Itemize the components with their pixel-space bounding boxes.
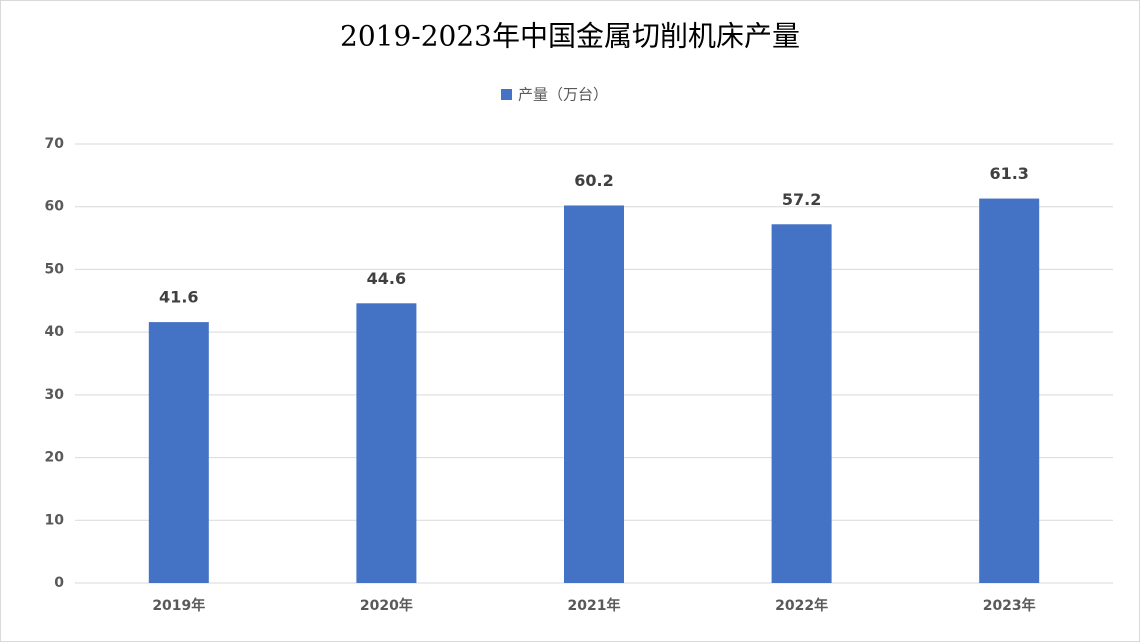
bar — [979, 198, 1040, 583]
bar — [356, 303, 417, 583]
x-tick-label: 2019年 — [152, 597, 205, 614]
x-tick-label: 2020年 — [360, 597, 413, 614]
x-tick-label: 2022年 — [775, 597, 828, 614]
value-label: 60.2 — [574, 171, 613, 190]
bar — [564, 205, 624, 583]
y-tick-label: 60 — [45, 199, 65, 215]
y-tick-label: 20 — [45, 450, 65, 466]
y-tick-label: 70 — [45, 136, 65, 152]
value-label: 57.2 — [782, 190, 821, 209]
y-tick-label: 40 — [45, 324, 65, 340]
y-tick-label: 0 — [54, 575, 64, 591]
y-tick-label: 10 — [45, 512, 65, 528]
x-tick-label: 2021年 — [568, 597, 621, 614]
value-label: 41.6 — [159, 288, 198, 307]
value-label: 44.6 — [367, 269, 406, 288]
chart-title: 2019-2023年中国金属切削机床产量 — [340, 20, 800, 53]
value-label: 61.3 — [989, 164, 1028, 183]
legend-label: 产量（万台） — [518, 86, 608, 104]
legend-swatch — [501, 89, 512, 100]
x-tick-label: 2023年 — [983, 597, 1036, 614]
bar — [771, 224, 832, 583]
y-tick-label: 30 — [45, 387, 65, 403]
bar — [148, 322, 209, 583]
y-tick-label: 50 — [45, 261, 65, 277]
